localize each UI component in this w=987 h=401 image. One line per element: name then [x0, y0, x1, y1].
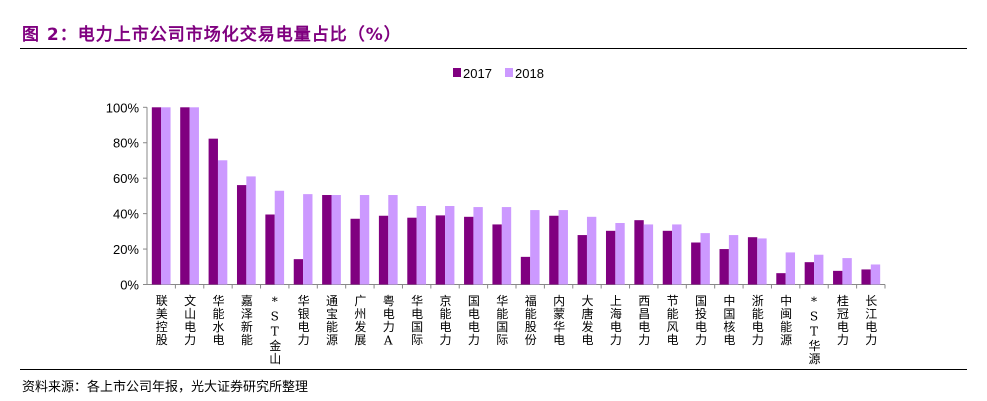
bar-2017 [549, 215, 559, 285]
y-tick-label: 60% [113, 171, 139, 186]
bar-2017 [634, 220, 644, 285]
bar-2017 [861, 269, 871, 285]
bar-2018 [757, 238, 767, 285]
y-tick-label: 40% [113, 207, 139, 222]
x-category-label: 嘉泽新能 [239, 294, 253, 346]
bar-2018 [331, 195, 341, 285]
bar-2017 [747, 237, 758, 285]
x-category-label: 联美控股 [154, 294, 168, 346]
x-category-label: 长江电力 [864, 294, 878, 346]
bar-2017 [265, 214, 275, 285]
bar-2018 [785, 252, 796, 285]
bar-2018 [473, 207, 483, 285]
bar-2018 [359, 195, 370, 285]
figure-title: 图 2：电力上市公司市场化交易电量占比（%） [22, 25, 402, 45]
title-divider [20, 48, 967, 49]
bar-2017 [804, 262, 815, 285]
bar-2018 [501, 207, 512, 285]
x-category-label: 福能股份 [523, 293, 537, 346]
x-category-label: 国电电力 [466, 295, 480, 347]
bar-2017 [293, 259, 304, 285]
x-category-label: 节能风电 [665, 294, 679, 346]
bar-2018 [189, 107, 199, 285]
bar-2017 [833, 270, 843, 285]
y-tick-label: 80% [113, 136, 139, 151]
footer-divider [20, 369, 967, 370]
bar-2017 [520, 256, 531, 285]
bar-2017 [464, 216, 474, 285]
bar-2018 [870, 264, 881, 285]
x-category-label: 大唐发电 [580, 294, 594, 346]
bar-2018 [672, 224, 682, 285]
bar-2017 [577, 235, 587, 285]
bar-2018 [416, 206, 427, 285]
x-category-label: 京能电力 [438, 294, 452, 346]
bar-2018 [615, 223, 625, 285]
bar-2018 [814, 254, 824, 285]
x-category-label: 华能水电 [211, 294, 225, 346]
x-category-label: 华电国际 [410, 294, 424, 346]
y-tick-label: 0% [120, 278, 139, 293]
legend-swatch-2018 [505, 68, 513, 77]
bar-2018 [558, 210, 568, 285]
x-category-label: 广州发展 [353, 294, 367, 346]
bar-2018 [246, 176, 256, 285]
bar-2018 [274, 190, 285, 285]
x-category-label: 华能国际 [495, 294, 509, 346]
legend-label: 2017 [463, 66, 492, 81]
bar-2017 [236, 185, 247, 285]
x-category-label: *ST金山 [268, 295, 282, 366]
bar-2018 [643, 224, 654, 285]
bar-2018 [728, 235, 739, 285]
bar-2018 [445, 206, 455, 285]
bar-2018 [530, 210, 540, 285]
bar-2017 [435, 215, 446, 285]
bar-2018 [586, 216, 597, 285]
bar-2017 [605, 230, 616, 285]
bar-2017 [151, 107, 162, 285]
x-category-label: 西昌电力 [637, 295, 651, 347]
bar-2017 [776, 273, 786, 285]
bar-2018 [161, 107, 171, 285]
x-category-label: 文山电力 [183, 293, 197, 346]
x-category-label: 内蒙华电 [552, 294, 566, 346]
x-category-label: 粤电力A [381, 293, 395, 348]
x-category-label: 桂冠电力 [835, 293, 849, 346]
legend-swatch-2017 [453, 68, 461, 77]
x-category-label: 通宝能源 [325, 294, 339, 346]
bar-2017 [691, 242, 701, 285]
bar-2018 [842, 258, 852, 285]
bar-2018 [700, 233, 710, 285]
bar-2017 [322, 195, 332, 285]
x-category-label: 国投电力 [694, 295, 708, 347]
bar-2017 [350, 218, 360, 285]
bar-2017 [407, 217, 417, 285]
x-category-label: 上海电力 [608, 294, 622, 346]
x-category-label: 浙能电力 [750, 294, 764, 346]
bar-2017 [378, 215, 389, 285]
legend-label: 2018 [515, 66, 544, 81]
x-category-label: 华银电力 [296, 294, 310, 346]
bar-2017 [492, 224, 502, 285]
y-tick-label: 100% [106, 100, 140, 115]
bar-2017 [662, 230, 673, 285]
source-note: 资料来源：各上市公司年报，光大证券研究所整理 [22, 380, 309, 395]
x-category-label: 中国核电 [722, 293, 736, 346]
x-category-label: *ST华源 [807, 295, 821, 366]
bar-2017 [719, 249, 729, 285]
y-tick-label: 20% [113, 242, 139, 257]
bar-2018 [303, 194, 313, 285]
bar-2018 [217, 160, 228, 285]
x-category-label: 中闽能源 [779, 293, 793, 346]
bar-2017 [180, 107, 190, 285]
bar-2017 [208, 138, 218, 285]
bar-2018 [388, 195, 398, 285]
